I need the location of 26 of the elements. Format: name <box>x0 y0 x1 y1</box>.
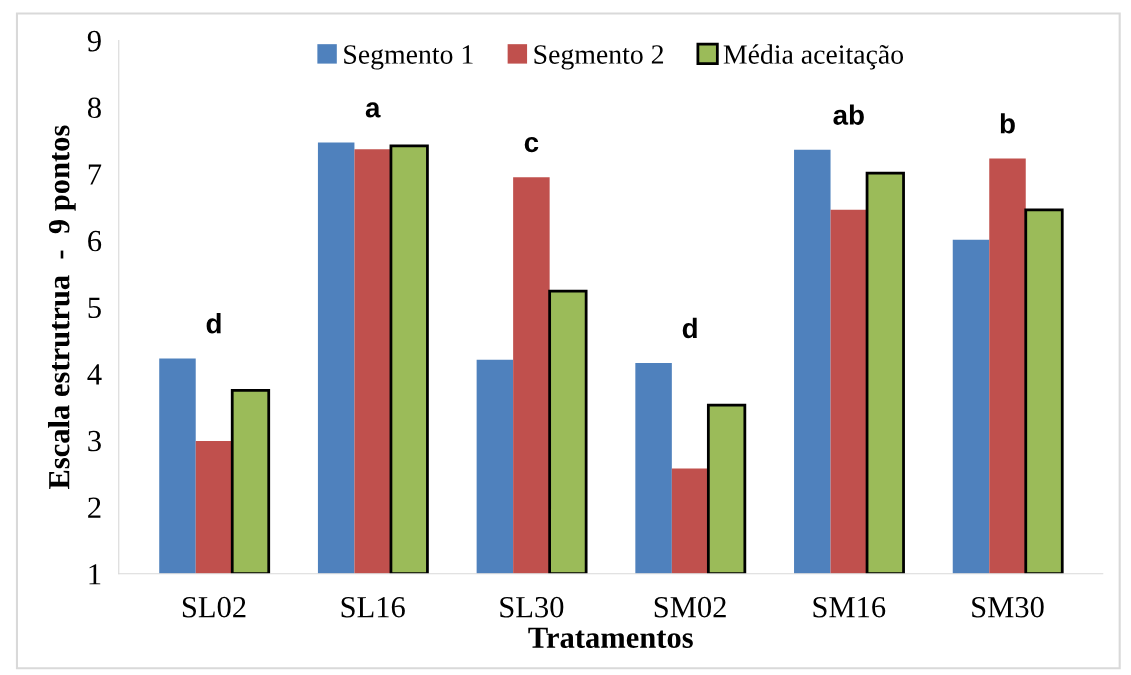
annotation: d <box>682 317 697 339</box>
legend-label: Média aceitação <box>723 44 904 70</box>
annotation: d <box>206 313 221 334</box>
y-tick-label: 6 <box>88 230 102 252</box>
x-tick-label: SM02 <box>654 596 726 618</box>
x-tick-label: SL16 <box>341 596 405 618</box>
legend-label: Segmento 1 <box>344 45 473 70</box>
x-tick-label: SM16 <box>813 596 886 618</box>
y-tick-label: 2 <box>88 497 101 518</box>
x-tick-label: SL02 <box>182 596 246 618</box>
annotation: b <box>1000 113 1015 134</box>
x-axis-title: Tratamentos <box>528 627 693 648</box>
annotation: ab <box>833 104 864 125</box>
legend-label: Segmento 2 <box>534 45 664 70</box>
y-tick-label: 4 <box>87 364 102 385</box>
y-tick-label: 8 <box>87 97 101 119</box>
annotation: a <box>365 102 381 118</box>
y-tick-label: 5 <box>88 297 101 319</box>
x-tick-label: SM30 <box>972 596 1044 618</box>
annotation: c <box>524 136 539 153</box>
y-axis-title: Escala estrutrua - 9 pontos <box>47 125 76 490</box>
y-tick-label: 1 <box>89 564 101 585</box>
x-tick-label: SL30 <box>500 596 564 618</box>
y-tick-label: 9 <box>87 30 101 52</box>
y-tick-label: 3 <box>88 430 101 452</box>
y-tick-label: 7 <box>88 164 102 185</box>
